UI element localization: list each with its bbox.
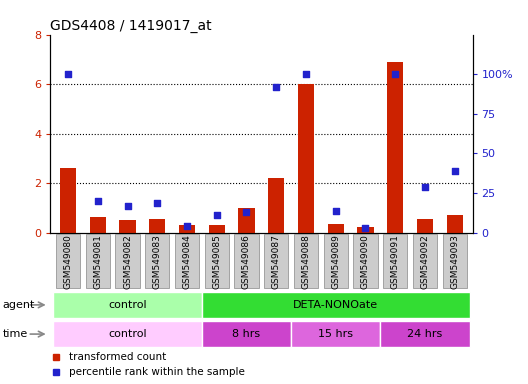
- FancyBboxPatch shape: [353, 234, 378, 288]
- Text: GSM549085: GSM549085: [212, 234, 221, 289]
- Bar: [60, 168, 76, 233]
- Text: 15 hrs: 15 hrs: [318, 329, 353, 339]
- FancyBboxPatch shape: [53, 321, 202, 347]
- Text: GSM549084: GSM549084: [183, 234, 192, 289]
- FancyBboxPatch shape: [234, 234, 259, 288]
- FancyBboxPatch shape: [86, 234, 110, 288]
- Text: GSM549089: GSM549089: [331, 234, 340, 289]
- Text: GSM549091: GSM549091: [391, 234, 400, 289]
- Point: [153, 200, 162, 206]
- Point: [391, 71, 400, 77]
- Text: GSM549086: GSM549086: [242, 234, 251, 289]
- Bar: [447, 215, 463, 233]
- FancyBboxPatch shape: [204, 234, 229, 288]
- Text: DETA-NONOate: DETA-NONOate: [293, 300, 378, 310]
- Bar: [298, 84, 314, 233]
- Point: [93, 198, 102, 204]
- Text: GSM549087: GSM549087: [272, 234, 281, 289]
- FancyBboxPatch shape: [383, 234, 408, 288]
- Point: [302, 71, 310, 77]
- Text: GSM549092: GSM549092: [420, 234, 429, 289]
- Text: transformed count: transformed count: [69, 352, 166, 362]
- Bar: [149, 219, 165, 233]
- FancyBboxPatch shape: [442, 234, 467, 288]
- Point: [242, 209, 251, 215]
- Text: percentile rank within the sample: percentile rank within the sample: [69, 367, 245, 377]
- Bar: [238, 208, 254, 233]
- FancyBboxPatch shape: [294, 234, 318, 288]
- FancyBboxPatch shape: [56, 234, 80, 288]
- Point: [421, 184, 429, 190]
- Text: 24 hrs: 24 hrs: [407, 329, 442, 339]
- FancyBboxPatch shape: [380, 321, 469, 347]
- Bar: [119, 220, 136, 233]
- Text: GSM549088: GSM549088: [301, 234, 310, 289]
- Point: [212, 212, 221, 218]
- Text: GSM549093: GSM549093: [450, 234, 459, 289]
- FancyBboxPatch shape: [202, 292, 469, 318]
- Point: [450, 168, 459, 174]
- Point: [183, 223, 191, 229]
- Bar: [90, 217, 106, 233]
- Text: GSM549081: GSM549081: [93, 234, 102, 289]
- Text: control: control: [108, 329, 147, 339]
- Bar: [179, 225, 195, 233]
- Text: GDS4408 / 1419017_at: GDS4408 / 1419017_at: [50, 19, 212, 33]
- Point: [332, 207, 340, 214]
- FancyBboxPatch shape: [53, 292, 202, 318]
- Bar: [387, 62, 403, 233]
- Text: time: time: [3, 329, 28, 339]
- FancyBboxPatch shape: [413, 234, 437, 288]
- Text: 8 hrs: 8 hrs: [232, 329, 260, 339]
- Text: GSM549083: GSM549083: [153, 234, 162, 289]
- FancyBboxPatch shape: [264, 234, 288, 288]
- Text: GSM549082: GSM549082: [123, 234, 132, 289]
- Point: [64, 71, 72, 77]
- FancyBboxPatch shape: [145, 234, 169, 288]
- Bar: [357, 227, 374, 233]
- Text: GSM549090: GSM549090: [361, 234, 370, 289]
- Bar: [209, 225, 225, 233]
- Text: GSM549080: GSM549080: [63, 234, 72, 289]
- FancyBboxPatch shape: [202, 321, 291, 347]
- Bar: [268, 178, 285, 233]
- FancyBboxPatch shape: [115, 234, 140, 288]
- Point: [361, 225, 370, 231]
- FancyBboxPatch shape: [324, 234, 348, 288]
- Text: control: control: [108, 300, 147, 310]
- Point: [123, 203, 131, 209]
- FancyBboxPatch shape: [175, 234, 199, 288]
- FancyBboxPatch shape: [291, 321, 380, 347]
- Bar: [327, 224, 344, 233]
- Text: agent: agent: [3, 300, 35, 310]
- Point: [272, 84, 280, 90]
- Bar: [417, 219, 433, 233]
